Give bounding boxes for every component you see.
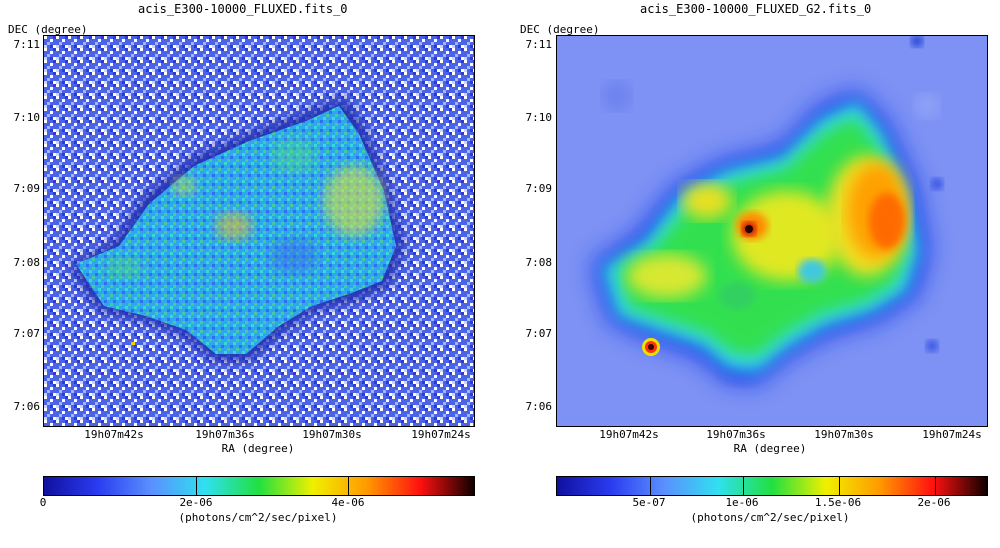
left-ytick: 7:09 <box>13 182 41 195</box>
left-sky-image[interactable] <box>43 35 475 427</box>
right-colorbar <box>556 476 988 496</box>
left-image-title: acis_E300-10000_FLUXED.fits_0 <box>138 2 348 16</box>
right-ytick: 7:08 <box>525 256 553 269</box>
left-image-canvas <box>44 36 474 426</box>
right-sky-image[interactable] <box>556 35 988 427</box>
left-colorbar-tickmark <box>348 477 349 495</box>
left-colorbar-tick: 2e-06 <box>179 496 213 509</box>
right-colorbar-units: (photons/cm^2/sec/pixel) <box>690 511 850 524</box>
left-colorbar-tick: 4e-06 <box>331 496 365 509</box>
left-xtick: 19h07m42s <box>84 428 144 441</box>
right-panel: acis_E300-10000_FLUXED_G2.fits_0 DEC (de… <box>512 0 1000 548</box>
left-colorbar-units: (photons/cm^2/sec/pixel) <box>178 511 338 524</box>
right-xtick: 19h07m24s <box>922 428 982 441</box>
left-ytick: 7:08 <box>13 256 41 269</box>
right-colorbar-tick: 1e-06 <box>725 496 759 509</box>
left-xtick: 19h07m36s <box>195 428 255 441</box>
right-ytick: 7:11 <box>525 38 553 51</box>
left-colorbar <box>43 476 475 496</box>
right-colorbar-tick: 5e-07 <box>632 496 666 509</box>
left-xtick: 19h07m24s <box>411 428 471 441</box>
left-dec-axis-label: DEC (degree) <box>8 23 88 36</box>
right-colorbar-tickmark <box>650 477 651 495</box>
right-xtick: 19h07m42s <box>599 428 659 441</box>
right-colorbar-tick: 2e-06 <box>917 496 951 509</box>
left-xtick: 19h07m30s <box>302 428 362 441</box>
right-xtick: 19h07m30s <box>814 428 874 441</box>
right-colorbar-tickmark <box>743 477 744 495</box>
right-ytick: 7:09 <box>525 182 553 195</box>
right-image-title: acis_E300-10000_FLUXED_G2.fits_0 <box>640 2 872 16</box>
left-ytick: 7:10 <box>13 111 41 124</box>
right-image-canvas <box>557 36 987 426</box>
left-colorbar-tickmark <box>196 477 197 495</box>
right-dec-axis-label: DEC (degree) <box>520 23 600 36</box>
right-ra-axis-label: RA (degree) <box>733 442 807 455</box>
right-colorbar-tick: 1.5e-06 <box>814 496 862 509</box>
left-panel: acis_E300-10000_FLUXED.fits_0 DEC (degre… <box>8 2 475 524</box>
right-colorbar-tickmark <box>935 477 936 495</box>
left-ytick: 7:11 <box>13 38 41 51</box>
right-colorbar-tickmark <box>839 477 840 495</box>
right-ytick: 7:07 <box>525 327 553 340</box>
right-ytick: 7:06 <box>525 400 553 413</box>
right-ytick: 7:10 <box>525 111 553 124</box>
left-ytick: 7:07 <box>13 327 41 340</box>
left-colorbar-tick: 0 <box>39 496 47 509</box>
left-ytick: 7:06 <box>13 400 41 413</box>
right-xtick: 19h07m36s <box>706 428 766 441</box>
left-ra-axis-label: RA (degree) <box>221 442 295 455</box>
